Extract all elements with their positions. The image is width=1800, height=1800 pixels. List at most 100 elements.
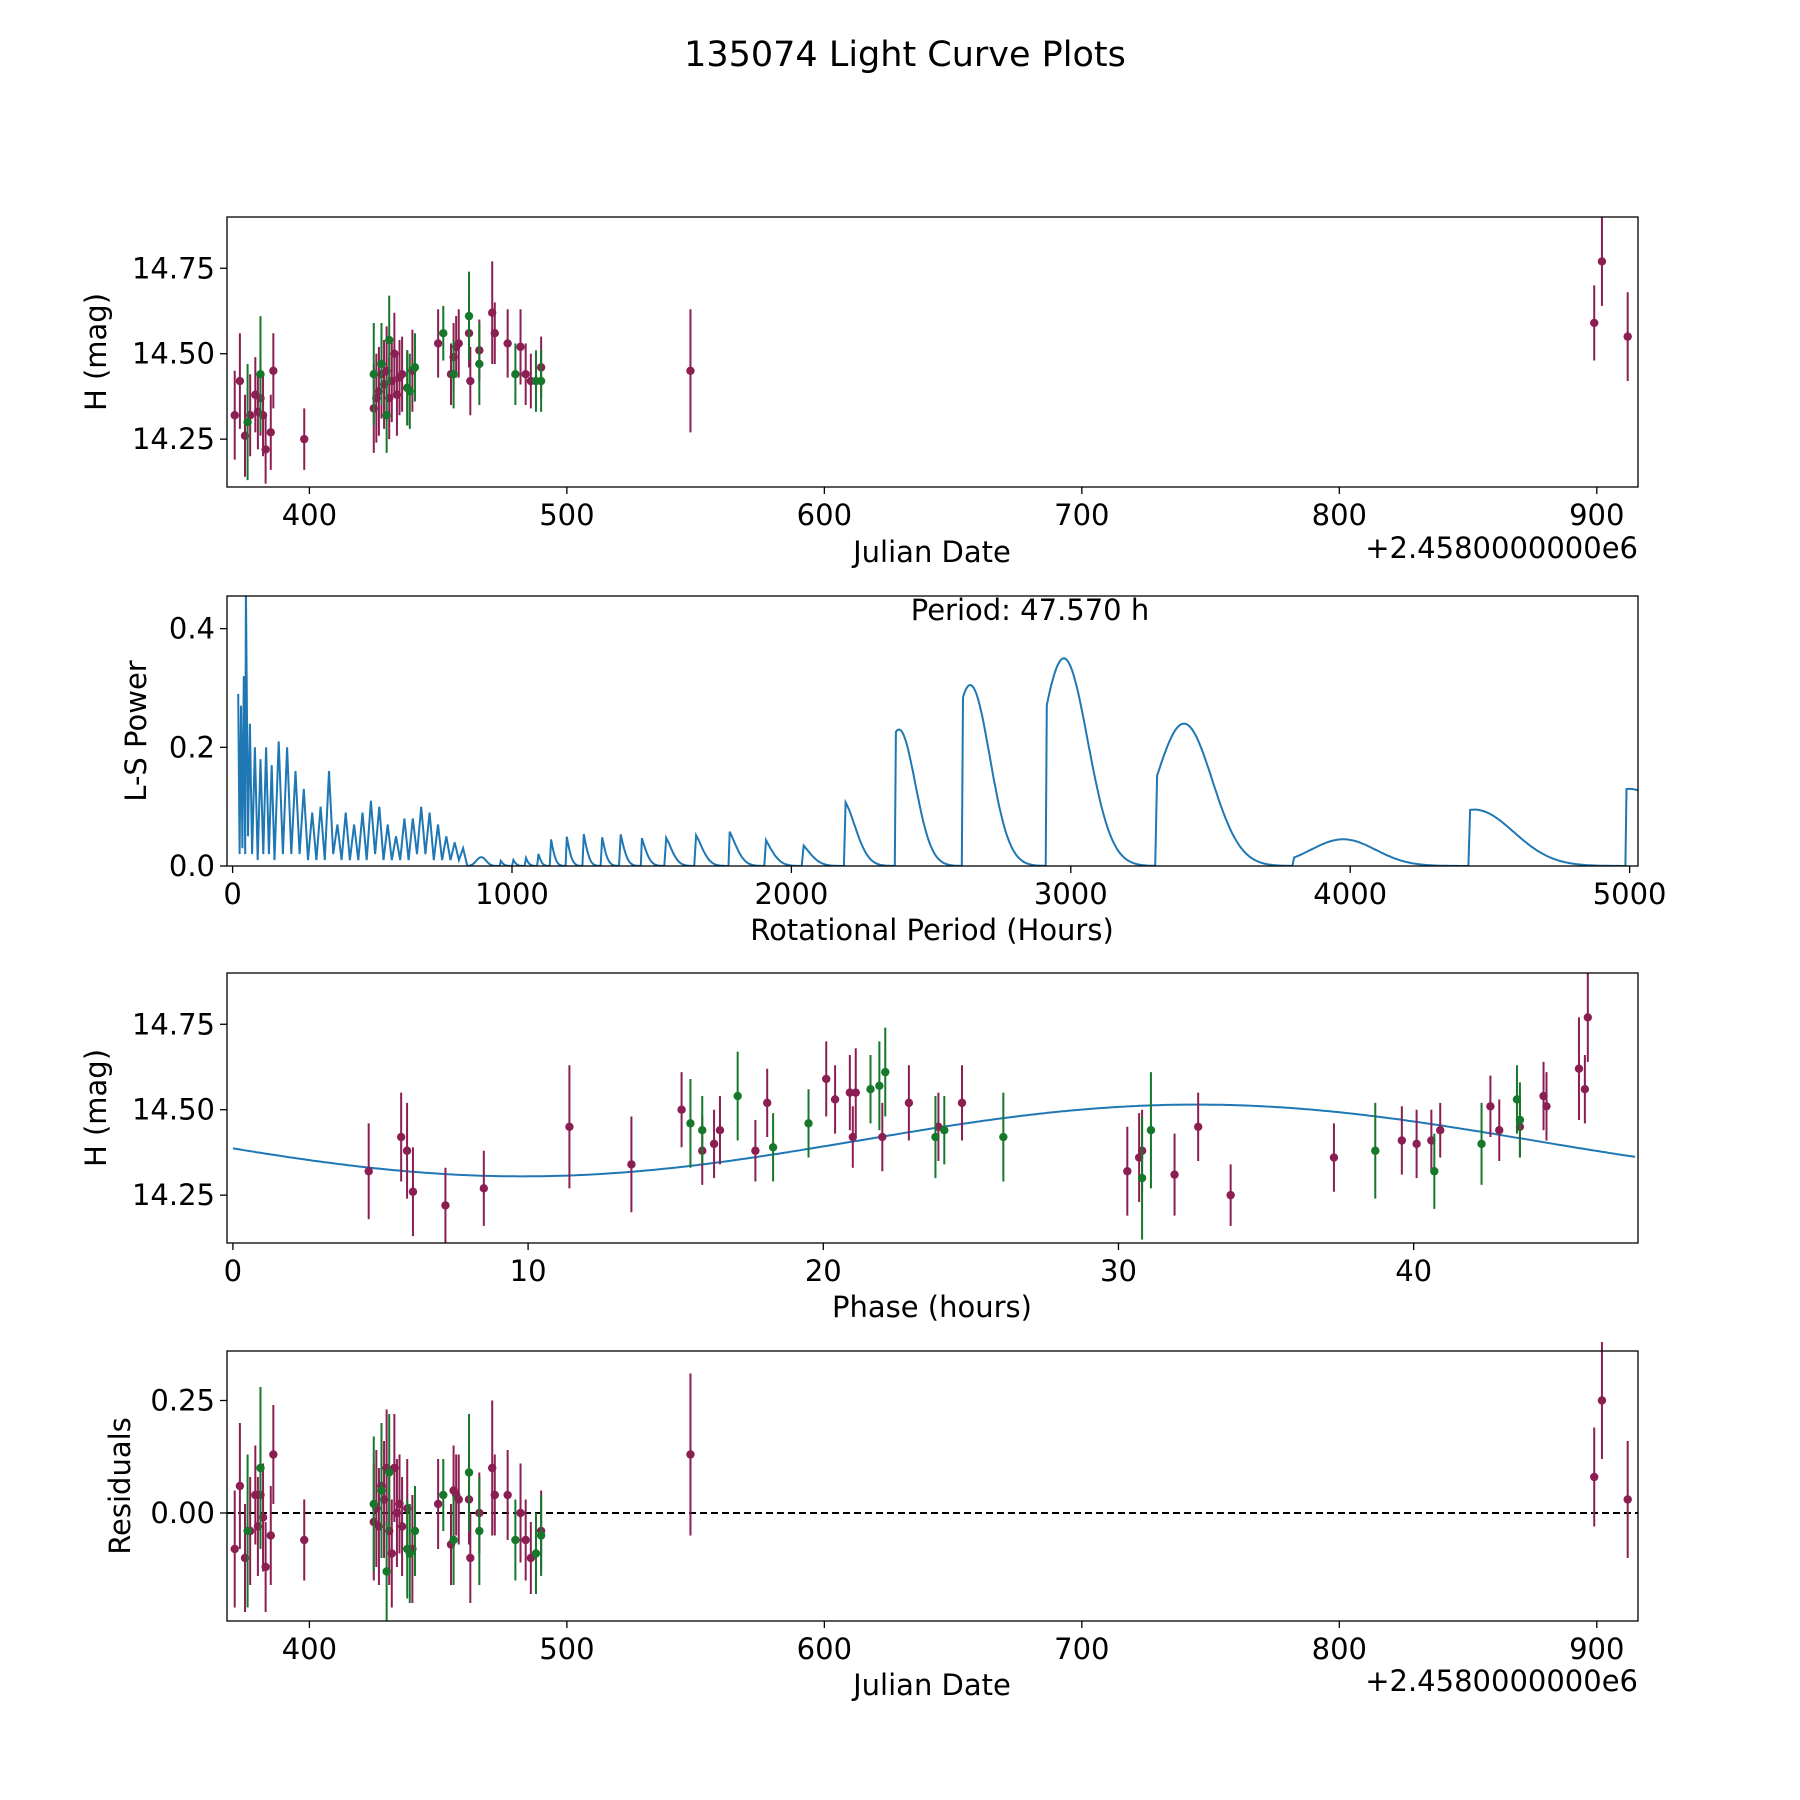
data-point (385, 1468, 394, 1477)
y-tick-label: 14.75 (132, 1007, 215, 1041)
data-point (490, 329, 499, 338)
period-annotation: Period: 47.570 h (911, 593, 1150, 627)
data-point (475, 1526, 484, 1536)
r-band-series (230, 217, 1632, 484)
data-point (1574, 1064, 1584, 1073)
data-point (1397, 1136, 1407, 1145)
phased-curve-plot-area (232, 973, 1636, 1243)
data-point (364, 1167, 373, 1176)
data-point (1329, 1153, 1339, 1162)
y-tick-label: 0.0 (169, 849, 215, 883)
periodogram-panel: 0 1000 2000 3000 4000 5000 0.0 0.2 0.4 Period: 4… (119, 593, 1667, 947)
x-tick-label: 20 (805, 1254, 842, 1288)
data-point (516, 342, 525, 352)
data-point (449, 370, 458, 379)
y-tick-label: 14.25 (132, 1178, 215, 1212)
x-tick-label: 500 (539, 1632, 594, 1666)
data-point (410, 363, 420, 372)
data-point (511, 370, 520, 379)
x-tick-label: 800 (1312, 1632, 1367, 1666)
light-curve-offset-label: +2.4580000000e6 (1365, 531, 1638, 565)
light-curve-panel: 400 500 600 700 800 900 14.25 14.50 14.75 Julian… (79, 216, 1639, 569)
data-point (1193, 1122, 1203, 1131)
data-point (511, 1535, 520, 1545)
data-point (387, 1549, 396, 1558)
x-tick-label: 600 (797, 498, 852, 532)
data-point (1495, 1126, 1504, 1135)
data-point (454, 339, 463, 348)
data-point (830, 1095, 840, 1104)
data-point (261, 1562, 270, 1572)
data-point (235, 376, 245, 386)
data-point (1412, 1139, 1421, 1149)
data-point (1170, 1170, 1179, 1179)
data-point (1623, 1495, 1632, 1504)
x-tick-label: 0 (224, 1254, 242, 1288)
r-band-series (230, 1342, 1632, 1612)
periodogram-ticks: 0 1000 2000 3000 4000 5000 0.0 0.2 0.4 (169, 612, 1667, 911)
data-point (230, 1544, 239, 1554)
data-point (405, 387, 415, 396)
residuals-panel: 400 500 600 700 800 900 0.00 0.25 Julian Date +… (103, 1342, 1639, 1702)
data-point (686, 366, 695, 375)
data-point (1580, 1085, 1590, 1094)
data-point (397, 370, 407, 379)
g-band-series (686, 1027, 1525, 1240)
data-point (851, 1088, 860, 1097)
light-curve-ticks: 400 500 600 700 800 900 14.25 14.50 14.75 (132, 251, 1625, 532)
data-point (475, 359, 484, 369)
y-tick-label: 0.2 (169, 730, 215, 764)
g-band-series (243, 271, 546, 481)
data-point (441, 1201, 450, 1210)
residuals-ylabel: Residuals (103, 1417, 137, 1555)
data-point (677, 1105, 686, 1114)
phased-curve-ticks: 0 10 20 30 40 14.25 14.50 14.75 (132, 1007, 1432, 1288)
data-point (1590, 1472, 1599, 1482)
data-point (1583, 1013, 1593, 1022)
x-tick-label: 3000 (1034, 877, 1108, 911)
data-point (490, 1490, 499, 1500)
data-point (256, 370, 265, 379)
y-tick-label: 14.75 (132, 251, 215, 285)
x-tick-label: 500 (539, 498, 594, 532)
data-point (243, 1526, 252, 1536)
y-tick-label: 0.25 (150, 1384, 215, 1418)
x-tick-label: 0 (223, 877, 241, 911)
x-tick-label: 40 (1395, 1254, 1432, 1288)
data-point (768, 1143, 778, 1152)
y-tick-label: 14.50 (132, 337, 215, 371)
data-point (439, 329, 448, 338)
data-point (536, 1531, 546, 1540)
data-point (439, 1490, 448, 1500)
data-point (243, 417, 252, 427)
y-tick-label: 0.00 (150, 1496, 215, 1530)
data-point (845, 1088, 855, 1097)
data-point (433, 339, 443, 348)
data-point (686, 1450, 695, 1459)
data-point (1371, 1146, 1380, 1155)
data-point (235, 1481, 245, 1491)
data-point (397, 1522, 407, 1531)
x-tick-label: 1000 (475, 877, 549, 911)
x-tick-label: 4000 (1313, 877, 1387, 911)
data-point (1123, 1167, 1132, 1176)
data-point (466, 1553, 475, 1563)
data-point (300, 434, 309, 444)
data-point (369, 370, 378, 379)
data-point (449, 1535, 458, 1545)
residuals-offset-label: +2.4580000000e6 (1365, 1664, 1638, 1698)
data-point (382, 1567, 391, 1576)
data-point (1430, 1167, 1439, 1176)
light-curve-xlabel: Julian Date (851, 535, 1011, 569)
data-point (410, 1526, 420, 1536)
data-point (848, 1132, 857, 1142)
x-tick-label: 2000 (754, 877, 828, 911)
data-point (261, 445, 270, 454)
data-point (957, 1098, 967, 1108)
data-point (1542, 1102, 1551, 1111)
residuals-plot-area (227, 1342, 1638, 1621)
data-point (878, 1132, 887, 1142)
phased-curve-panel: 0 10 20 30 40 14.25 14.50 14.75 Phase (hours) H… (79, 972, 1639, 1324)
data-point (402, 1146, 412, 1155)
data-point (466, 376, 475, 386)
